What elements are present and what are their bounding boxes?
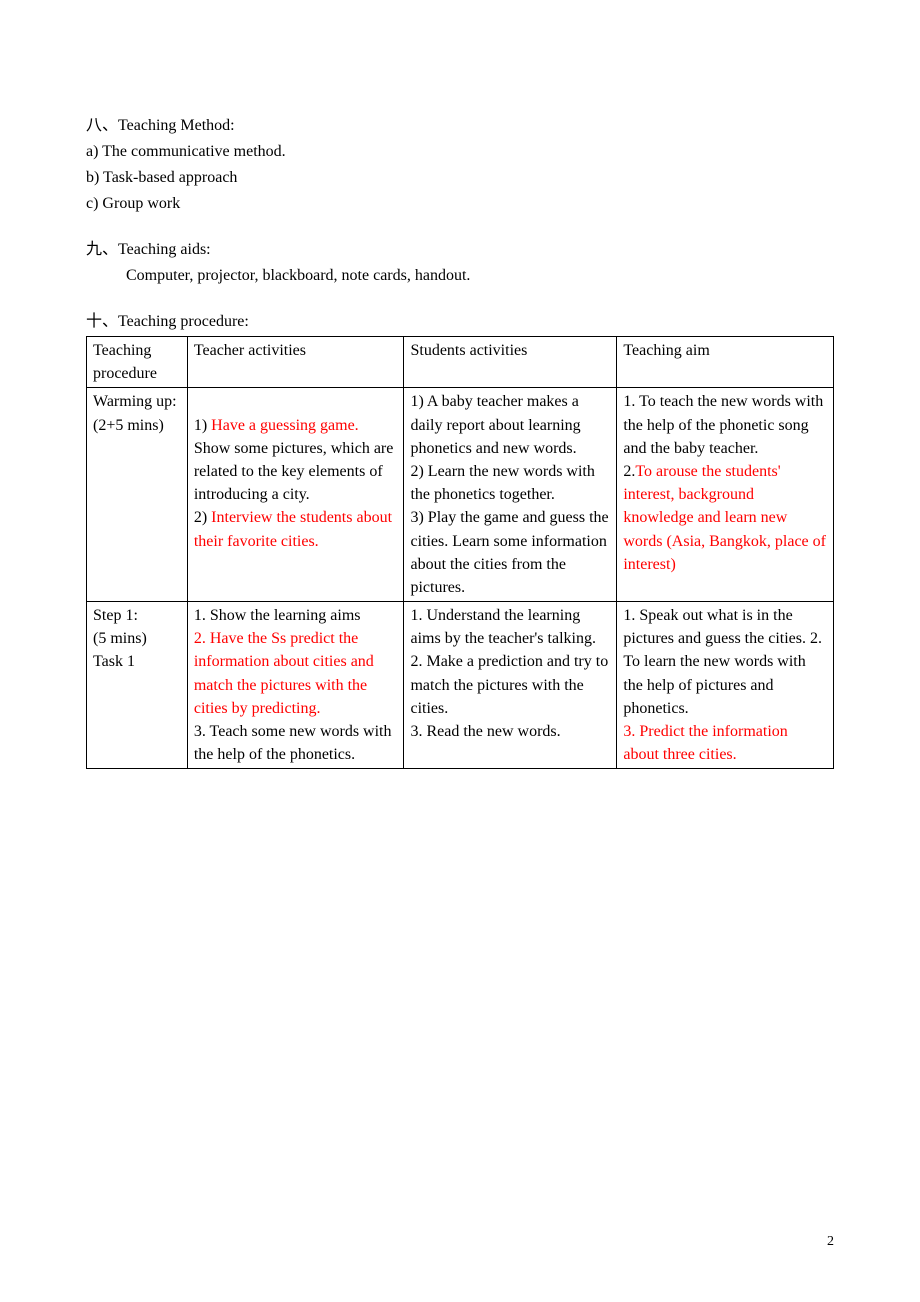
section-8-item-b: b) Task-based approach bbox=[86, 166, 834, 190]
row1-c2-prefix2: 2) bbox=[194, 509, 211, 526]
table-header-row: Teaching procedure Teacher activities St… bbox=[87, 337, 834, 388]
row2-c2-part3: 3. Teach some new words with the help of… bbox=[194, 723, 392, 763]
row2-procedure: Step 1: (5 mins) Task 1 bbox=[87, 602, 188, 769]
row1-teaching-aim: 1. To teach the new words with the help … bbox=[617, 388, 834, 602]
row2-teacher-activities: 1. Show the learning aims 2. Have the Ss … bbox=[187, 602, 404, 769]
document-page: 八、Teaching Method: a) The communicative … bbox=[0, 0, 920, 809]
row2-teaching-aim: 1. Speak out what is in the pictures and… bbox=[617, 602, 834, 769]
table-row: Step 1: (5 mins) Task 1 1. Show the lear… bbox=[87, 602, 834, 769]
row2-c4-highlight: 3. Predict the information about three c… bbox=[623, 723, 787, 763]
row1-procedure: Warming up: (2+5 mins) bbox=[87, 388, 188, 602]
row1-c2-prefix1: 1) bbox=[194, 417, 211, 434]
row1-students-activities: 1) A baby teacher makes a daily report a… bbox=[404, 388, 617, 602]
row1-c2-highlight2: Interview the students about their favor… bbox=[194, 509, 392, 549]
section-9-heading: 九、Teaching aids: bbox=[86, 238, 834, 262]
row2-c2-part1: 1. Show the learning aims bbox=[194, 607, 361, 624]
section-8-item-a: a) The communicative method. bbox=[86, 140, 834, 164]
row1-c4-part1: 1. To teach the new words with the help … bbox=[623, 393, 823, 456]
row1-c2-highlight1: Have a guessing game. bbox=[211, 417, 359, 434]
row1-c2-mid: Show some pictures, which are related to… bbox=[194, 440, 394, 503]
page-number: 2 bbox=[827, 1234, 834, 1250]
row2-c2-highlight: 2. Have the Ss predict the information a… bbox=[194, 630, 374, 717]
teaching-procedure-table: Teaching procedure Teacher activities St… bbox=[86, 336, 834, 769]
section-9-content: Computer, projector, blackboard, note ca… bbox=[126, 264, 834, 288]
header-teaching-procedure: Teaching procedure bbox=[87, 337, 188, 388]
row1-teacher-activities: 1) Have a guessing game. Show some pictu… bbox=[187, 388, 404, 602]
row1-c4-highlight: To arouse the students' interest, backgr… bbox=[623, 463, 826, 573]
header-teaching-aim: Teaching aim bbox=[617, 337, 834, 388]
section-10-heading: 十、Teaching procedure: bbox=[86, 310, 834, 334]
spacer bbox=[86, 218, 834, 238]
section-8-heading: 八、Teaching Method: bbox=[86, 114, 834, 138]
spacer bbox=[86, 290, 834, 310]
row2-students-activities: 1. Understand the learning aims by the t… bbox=[404, 602, 617, 769]
header-students-activities: Students activities bbox=[404, 337, 617, 388]
section-8-item-c: c) Group work bbox=[86, 192, 834, 216]
table-row: Warming up: (2+5 mins) 1) Have a guessin… bbox=[87, 388, 834, 602]
row2-c4-part1: 1. Speak out what is in the pictures and… bbox=[623, 607, 822, 717]
row1-c4-prefix2: 2. bbox=[623, 463, 635, 480]
header-teacher-activities: Teacher activities bbox=[187, 337, 404, 388]
